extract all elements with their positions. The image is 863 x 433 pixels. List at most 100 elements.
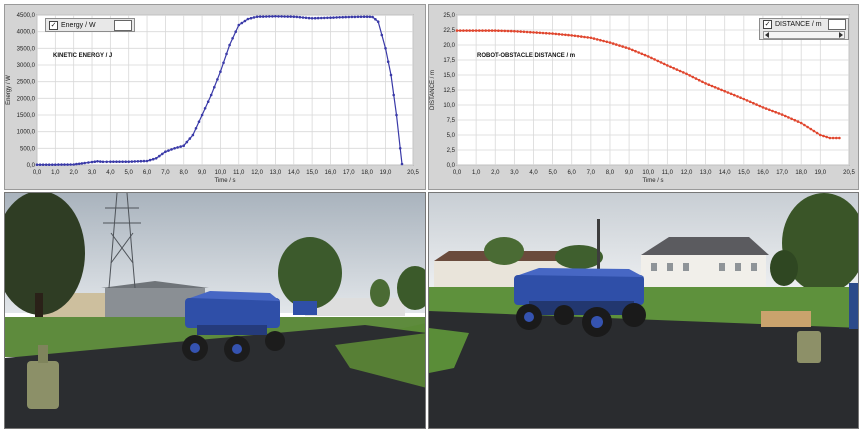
energy-series-swatch-icon[interactable] — [114, 19, 132, 31]
series-point — [458, 29, 462, 32]
x-tick-label: 9,0 — [198, 170, 207, 176]
series-point — [831, 136, 835, 140]
scroll-left-arrow-icon[interactable] — [765, 31, 769, 38]
series-point — [573, 34, 577, 38]
series-point — [400, 162, 404, 166]
x-tick-label: 6,0 — [143, 170, 152, 176]
x-tick-label: 13,0 — [270, 170, 282, 176]
y-tick-label: 20,0 — [443, 43, 455, 49]
distance-legend-checkbox[interactable]: ✓ — [763, 20, 772, 30]
energy-legend[interactable]: ✓ Energy / W — [45, 18, 135, 32]
x-tick-label: 5,0 — [548, 170, 557, 176]
series-point — [179, 145, 182, 148]
series-point — [478, 29, 481, 32]
series-point — [608, 41, 612, 44]
robot-vehicle-image — [182, 291, 285, 362]
series-point — [551, 32, 554, 35]
series-point — [188, 137, 192, 140]
series-point — [465, 29, 468, 32]
x-tick-label: 19,0 — [380, 170, 392, 176]
series-point — [237, 23, 241, 27]
series-point — [809, 127, 813, 131]
series-point — [564, 33, 567, 37]
series-point — [386, 60, 390, 63]
series-point — [136, 160, 140, 163]
series-point — [669, 65, 672, 69]
series-point — [148, 158, 152, 162]
series-point — [557, 32, 561, 36]
series-point — [353, 15, 357, 19]
series-point — [474, 29, 478, 32]
y-tick-label: 2000,0 — [17, 96, 36, 102]
series-point — [66, 163, 69, 166]
series-point — [54, 163, 57, 166]
series-point — [487, 29, 491, 32]
scroll-right-arrow-icon[interactable] — [839, 31, 843, 38]
series-point — [231, 37, 234, 40]
series-point — [130, 160, 134, 163]
series-point — [75, 162, 78, 166]
series-point — [784, 114, 787, 118]
distance-series-swatch-icon[interactable] — [828, 19, 846, 31]
legend-scrollbar[interactable] — [763, 30, 845, 39]
series-point — [298, 15, 302, 19]
series-point — [812, 129, 816, 133]
series-point — [398, 147, 402, 150]
series-point — [621, 45, 624, 48]
series-point — [764, 107, 768, 110]
series-point — [271, 15, 274, 18]
series-point — [87, 161, 90, 164]
series-point — [659, 61, 663, 64]
y-tick-label: 0,0 — [27, 163, 36, 169]
y-tick-label: 3000,0 — [17, 63, 36, 69]
x-tick-label: 18,0 — [795, 170, 807, 176]
series-point — [513, 29, 516, 33]
robot-side-scene — [5, 193, 425, 428]
series-point — [133, 160, 137, 163]
series-point — [752, 101, 755, 105]
series-point — [99, 160, 102, 163]
series-point — [90, 160, 94, 164]
x-tick-label: 8,0 — [606, 170, 615, 176]
plot-area[interactable] — [36, 14, 414, 166]
series-point — [368, 15, 372, 19]
series-point — [395, 113, 398, 117]
power-pylon-icon — [103, 193, 141, 289]
series-point — [115, 160, 118, 163]
y-tick-label: 7,5 — [447, 118, 456, 124]
series-point — [503, 29, 507, 33]
series-point — [323, 16, 326, 20]
series-point — [500, 29, 503, 33]
y-tick-label: 3500,0 — [17, 46, 36, 52]
series-point — [650, 56, 653, 60]
x-tick-label: 20,5 — [843, 170, 855, 176]
series-point — [554, 32, 558, 36]
distance-legend[interactable]: ✓ DISTANCE / m — [759, 18, 849, 40]
distance-chart-panel: 0,0 1,0 2,0 3,0 4,0 5,0 6,0 7,0 8,0 9,0 10,0 11,0 12… — [428, 4, 859, 190]
series-point — [371, 15, 374, 19]
series-point — [170, 148, 173, 151]
series-point — [320, 16, 323, 20]
y-tick-label: 5,0 — [447, 133, 456, 139]
series-point — [335, 16, 338, 19]
series-point — [258, 15, 262, 18]
series-point — [815, 131, 819, 135]
series-point — [761, 106, 765, 109]
series-point — [374, 18, 377, 21]
y-tick-label: 1500,0 — [17, 113, 36, 119]
series-point — [529, 30, 532, 34]
series-point — [519, 30, 522, 33]
series-point — [243, 19, 247, 23]
series-point — [666, 64, 669, 67]
series-point — [280, 15, 283, 18]
x-tick-label: 3,0 — [510, 170, 519, 176]
energy-legend-checkbox[interactable]: ✓ — [49, 20, 58, 30]
series-point — [57, 163, 60, 166]
x-tick-label: 2,0 — [70, 170, 79, 176]
series-point — [516, 30, 519, 33]
series-point — [121, 160, 124, 163]
series-point — [525, 30, 529, 34]
series-point — [723, 89, 726, 93]
x-tick-label: 16,0 — [757, 170, 769, 176]
series-point — [717, 87, 720, 90]
